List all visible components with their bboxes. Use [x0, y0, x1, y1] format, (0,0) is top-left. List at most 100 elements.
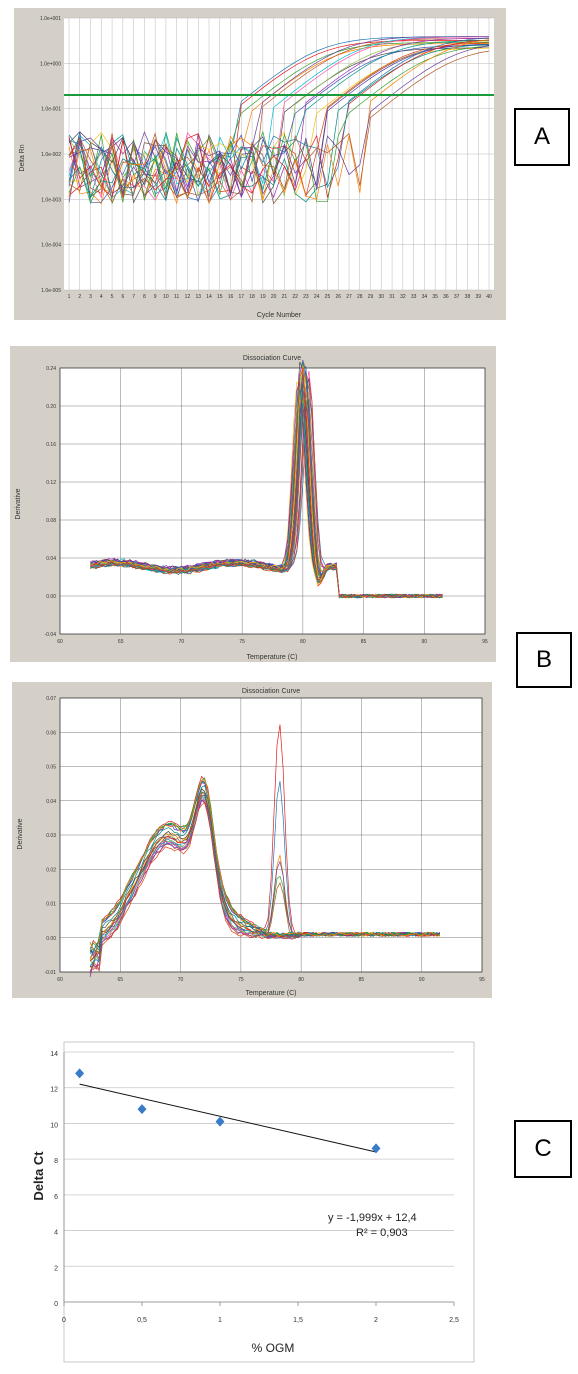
chart-a-x-tick-label: 19 [260, 294, 266, 300]
chart-c-y-tick-label: 10 [50, 1122, 58, 1129]
chart-a-y-tick-label: 1.0e+000 [40, 61, 61, 67]
chart-c-r-squared: R² = 0,903 [356, 1227, 408, 1239]
chart-a-y-tick-label: 1.0e-003 [41, 197, 61, 203]
chart-b-top-x-tick-label: 60 [57, 639, 63, 645]
panel-label-b: B [516, 632, 572, 688]
chart-c-trend-equation: y = -1,999x + 12,4 [328, 1212, 417, 1224]
chart-c-data-point [371, 1143, 381, 1154]
chart-b-bottom-y-tick-label: 0.02 [46, 867, 56, 873]
chart-c: 0 2 4 6 8 10 12 14 0 0,5 1 1,5 2 2,5 y = -1,999x + 12… [28, 1036, 478, 1366]
chart-a-series-line [68, 43, 489, 205]
chart-a-x-tick-label: 31 [389, 294, 395, 300]
chart-c-x-tick-label: 1,5 [293, 1317, 303, 1324]
chart-a-x-tick-label: 18 [249, 294, 255, 300]
chart-a-x-tick-label: 6 [121, 294, 124, 300]
chart-a-x-tick-label: 25 [325, 294, 331, 300]
chart-a-x-tick-label: 38 [465, 294, 471, 300]
chart-b-top: 60 65 70 75 80 85 90 95 0.24 0.20 0.16 0.12 0.08 0.04… [10, 346, 496, 662]
chart-c-x-tick-label: 1 [218, 1317, 222, 1324]
chart-b-bottom: 60 65 70 75 80 85 90 95 0.07 0.06 0.05 0.04 0.03 0.02… [12, 682, 492, 998]
chart-b-bottom-y-tick-label: 0.04 [46, 799, 56, 805]
chart-b-top-y-tick-label: 0.20 [46, 404, 56, 410]
chart-a-y-tick-label: 1.0e-005 [41, 288, 61, 294]
chart-a-x-tick-label: 28 [357, 294, 363, 300]
chart-b-top-y-tick-label: 0.24 [46, 366, 56, 372]
chart-b-top-series-line [90, 381, 443, 599]
chart-b-bottom-y-tick-label: 0.07 [46, 696, 56, 702]
panel-label-a: A [514, 108, 570, 166]
chart-a-x-tick-label: 14 [206, 294, 212, 300]
chart-c-data-point [137, 1104, 147, 1115]
chart-b-top-title: Dissociation Curve [243, 355, 301, 362]
chart-c-x-tick-label: 0 [62, 1317, 66, 1324]
chart-a-x-tick-label: 23 [303, 294, 309, 300]
chart-c-data-point [215, 1116, 225, 1127]
chart-a-x-tick-label: 17 [239, 294, 245, 300]
panel-b-top: 60 65 70 75 80 85 90 95 0.24 0.20 0.16 0.12 0.08 0.04… [10, 346, 496, 662]
chart-b-bottom-title: Dissociation Curve [242, 688, 300, 695]
chart-c-y-tick-label: 8 [54, 1158, 58, 1165]
chart-a-y-tick-label: 1.0e-002 [41, 152, 61, 158]
chart-c-y-tick-label: 0 [54, 1301, 58, 1308]
chart-a-x-tick-label: 33 [411, 294, 417, 300]
panel-label-c-text: C [534, 1135, 552, 1162]
chart-b-bottom-y-tick-label: 0.03 [46, 833, 56, 839]
chart-b-top-series-line [90, 400, 443, 599]
chart-a-x-tick-label: 24 [314, 294, 320, 300]
chart-a-x-tick-label: 11 [174, 294, 179, 300]
chart-b-top-x-tick-label: 90 [422, 639, 428, 645]
chart-b-top-x-tick-label: 95 [482, 639, 488, 645]
chart-b-top-y-axis-label: Derivative [15, 488, 22, 519]
chart-b-bottom-x-tick-label: 80 [298, 977, 304, 983]
chart-c-y-tick-label: 14 [50, 1051, 58, 1058]
chart-a-x-tick-label: 29 [368, 294, 374, 300]
chart-c-data-point [75, 1068, 85, 1079]
chart-b-top-x-tick-label: 80 [300, 639, 306, 645]
chart-a-y-tick-label: 1.0e-004 [41, 243, 61, 249]
chart-b-bottom-y-tick-label: 0.05 [46, 765, 56, 771]
chart-c-y-tick-label: 2 [54, 1265, 58, 1272]
chart-b-bottom-y-tick-label: 0.00 [46, 936, 56, 942]
chart-a-x-tick-label: 15 [217, 294, 223, 300]
chart-a-x-tick-label: 40 [486, 294, 492, 300]
chart-a: 1 2 3 4 5 6 7 8 9 10 11 12 13 14 15 16 17 18 19 20 21 22 23 24 2… [14, 8, 506, 320]
chart-a-x-tick-label: 37 [454, 294, 460, 300]
chart-a-x-tick-label: 27 [346, 294, 352, 300]
chart-b-top-y-tick-label: -0.04 [45, 632, 57, 638]
chart-a-x-tick-label: 7 [132, 294, 135, 300]
chart-b-bottom-y-tick-label: 0.06 [46, 730, 56, 736]
chart-a-y-axis-label: Delta Rn [19, 144, 26, 171]
chart-a-x-tick-label: 2 [78, 294, 81, 300]
chart-c-trendline [79, 1083, 377, 1153]
panel-a: 1 2 3 4 5 6 7 8 9 10 11 12 13 14 15 16 17 18 19 20 21 22 23 24 2… [14, 8, 506, 320]
chart-c-y-tick-label: 6 [54, 1194, 58, 1201]
chart-a-series-line [68, 36, 490, 202]
chart-c-y-tick-label: 12 [50, 1087, 58, 1094]
panel-label-c: C [514, 1120, 572, 1178]
chart-b-bottom-x-tick-label: 70 [178, 977, 184, 983]
chart-b-bottom-y-tick-label: 0.01 [46, 902, 56, 908]
chart-a-x-tick-label: 39 [475, 294, 481, 300]
chart-a-series-line [68, 45, 490, 203]
chart-c-x-tick-label: 2,5 [449, 1317, 459, 1324]
chart-b-bottom-x-axis-label: Temperature (C) [246, 990, 297, 997]
chart-b-top-y-tick-label: 0.04 [46, 556, 56, 562]
chart-b-bottom-x-tick-label: 95 [479, 977, 485, 983]
chart-b-top-x-tick-label: 70 [179, 639, 185, 645]
chart-a-x-tick-label: 35 [432, 294, 438, 300]
chart-a-x-tick-label: 3 [89, 294, 92, 300]
chart-b-top-x-tick-label: 85 [361, 639, 367, 645]
panel-label-b-text: B [535, 646, 552, 673]
chart-a-x-tick-label: 12 [185, 294, 191, 300]
chart-b-bottom-series-line [89, 779, 440, 953]
chart-a-series-line [68, 39, 490, 205]
chart-b-top-y-tick-label: 0.16 [46, 442, 56, 448]
chart-a-x-tick-label: 32 [400, 294, 406, 300]
chart-c-x-tick-label: 2 [374, 1317, 378, 1324]
chart-a-x-tick-label: 10 [163, 294, 169, 300]
chart-c-x-tick-label: 0,5 [137, 1317, 147, 1324]
chart-a-x-tick-label: 34 [422, 294, 428, 300]
chart-a-x-tick-label: 30 [379, 294, 385, 300]
panel-c: 0 2 4 6 8 10 12 14 0 0,5 1 1,5 2 2,5 y = -1,999x + 12… [28, 1036, 478, 1366]
chart-c-x-axis-label: % OGM [252, 1341, 295, 1355]
